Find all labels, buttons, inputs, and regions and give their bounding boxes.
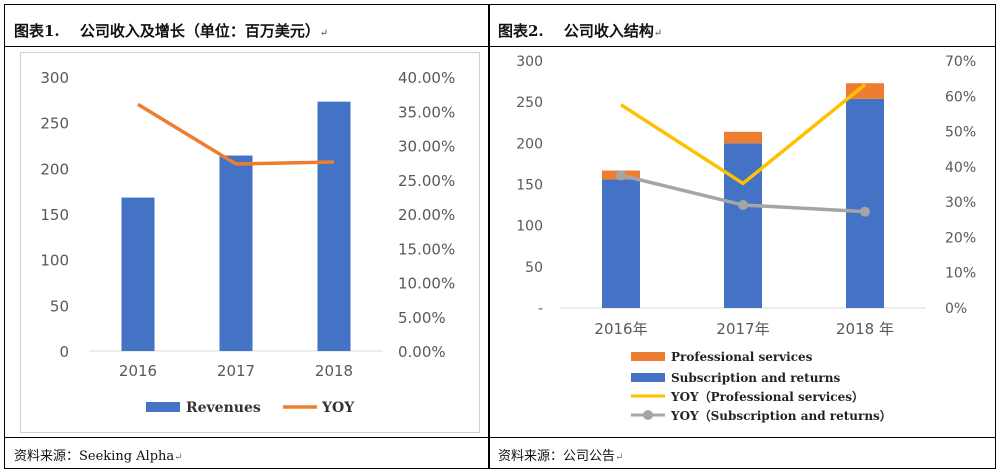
return-mark: ↵ xyxy=(615,452,624,463)
x-axis-tick-label: 2017年 xyxy=(716,320,769,338)
right-axis-tick-label: 30.00% xyxy=(398,138,455,156)
legend-label-yoy-subscription-and-returns: YOY（Subscription and returns） xyxy=(670,408,892,423)
point-yoy-subscription-and-returns xyxy=(738,199,748,210)
bar-professional-services xyxy=(724,131,762,144)
legend-label-yoy-professional-services: YOY（Professional services） xyxy=(670,389,864,404)
left-axis-tick-label: 100 xyxy=(40,252,69,270)
return-mark: ↵ xyxy=(174,452,183,463)
legend-marker-yoy-subscription-and-returns xyxy=(643,410,653,420)
chart2-panel: - 50 100 150 200 250 300 0% 10% 20% 30% 40% 50% 60% 70… xyxy=(497,52,988,433)
x-axis-tick-label: 2016 xyxy=(119,362,157,380)
right-axis-tick-label: 15.00% xyxy=(398,240,455,258)
legend-label-professional-services: Professional services xyxy=(671,350,813,364)
x-axis-tick-label: 2018 xyxy=(315,362,353,380)
point-yoy-subscription-and-returns xyxy=(616,170,626,181)
right-axis-tick-label: 0% xyxy=(945,301,967,317)
right-axis-tick-label: 50% xyxy=(945,125,976,141)
bar-subscription-and-returns xyxy=(846,98,884,308)
right-axis-tick-label: 60% xyxy=(945,89,976,105)
panel-divider xyxy=(488,4,490,469)
legend-label-revenues: Revenues xyxy=(186,400,261,416)
line-yoy xyxy=(137,102,335,166)
left-axis-tick-label: 300 xyxy=(516,54,543,70)
x-axis-tick-label: 2016年 xyxy=(594,320,647,338)
right-axis-tick-label: 10% xyxy=(945,266,976,282)
legend-swatch-subscription-and-returns xyxy=(631,373,665,382)
bar-subscription-and-returns xyxy=(724,143,762,308)
right-axis-tick-label: 25.00% xyxy=(398,172,455,190)
left-axis-tick-label: 300 xyxy=(40,69,69,87)
left-axis-tick-label: 150 xyxy=(516,178,543,194)
right-axis-tick-label: 5.00% xyxy=(398,309,446,327)
x-axis-tick-label: 2017 xyxy=(217,362,255,380)
right-axis-tick-label: 35.00% xyxy=(398,103,455,121)
left-axis-tick-label: 150 xyxy=(40,206,69,224)
chart1-svg: 0 50 100 150 200 250 300 0.00% 5.00% 10.00% 15.00%… xyxy=(40,69,455,416)
point-yoy-subscription-and-returns xyxy=(860,206,870,217)
fig1-title: 图表1. 公司收入及增长（单位：百万美元）↵ xyxy=(14,22,329,40)
right-axis-tick-label: 0.00% xyxy=(398,343,446,361)
fig1-source: 资料来源：Seeking Alpha↵ xyxy=(14,449,183,464)
right-axis-tick-label: 30% xyxy=(945,195,976,211)
right-axis-tick-label: 40.00% xyxy=(398,69,455,87)
right-axis-tick-label: 20.00% xyxy=(398,206,455,224)
left-axis-tick-label: 50 xyxy=(525,260,543,276)
bar-revenues xyxy=(317,101,351,351)
left-axis-tick-label: 250 xyxy=(40,115,69,133)
x-axis-tick-label: 2018 年 xyxy=(836,320,894,338)
left-axis-tick-label: 50 xyxy=(50,297,69,315)
right-axis-tick-label: 40% xyxy=(945,160,976,176)
return-mark: ↵ xyxy=(653,28,663,39)
chart2-svg: - 50 100 150 200 250 300 0% 10% 20% 30% 40% 50% 60% 70… xyxy=(516,54,976,423)
footer-rule xyxy=(4,437,996,438)
left-axis-tick-label: 200 xyxy=(516,136,543,152)
legend-label-yoy: YOY xyxy=(321,400,355,416)
right-axis-tick-label: 70% xyxy=(945,54,976,70)
left-axis-tick-label: 100 xyxy=(516,219,543,235)
left-axis-tick-label: - xyxy=(538,301,543,317)
right-axis-tick-label: 10.00% xyxy=(398,275,455,293)
left-axis-tick-label: 200 xyxy=(40,160,69,178)
bar-revenues xyxy=(121,197,155,351)
return-mark: ↵ xyxy=(319,28,329,39)
left-axis-tick-label: 250 xyxy=(516,95,543,111)
bar-professional-services xyxy=(846,83,884,99)
legend-label-subscription-and-returns: Subscription and returns xyxy=(671,371,840,385)
chart1-panel: 0 50 100 150 200 250 300 0.00% 5.00% 10.00% 15.00%… xyxy=(20,52,480,433)
legend-swatch-revenues xyxy=(146,402,180,412)
fig2-source: 资料来源：公司公告↵ xyxy=(498,449,624,464)
line-yoy-professional-services xyxy=(620,83,867,186)
bar-subscription-and-returns xyxy=(602,179,640,308)
left-axis-tick-label: 0 xyxy=(59,343,69,361)
bar-revenues xyxy=(219,155,253,351)
fig2-title: 图表2. 公司收入结构↵ xyxy=(498,22,663,40)
legend-swatch-professional-services xyxy=(631,352,665,361)
right-axis-tick-label: 20% xyxy=(945,230,976,246)
title-rule xyxy=(4,46,996,47)
figure-frame xyxy=(4,4,996,469)
